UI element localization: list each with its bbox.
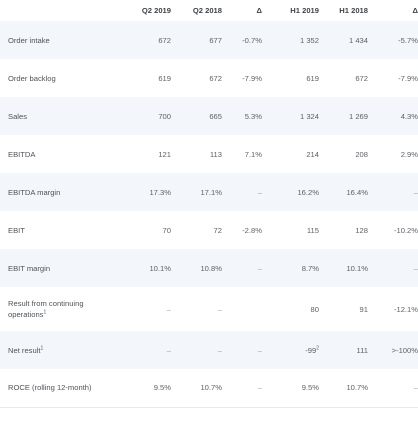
table-row: EBIT 70 72 -2.8% 115 128 -10.2% (0, 211, 418, 249)
table-row: EBITDA margin 17.3% 17.1% – 16.2% 16.4% … (0, 173, 418, 211)
q2-delta-value: – (222, 173, 262, 211)
h1-delta-value: -12.1% (393, 304, 418, 314)
h1-2019-value-text: -99 (305, 345, 317, 355)
col-header-q2-delta: Δ (256, 6, 262, 15)
h1-2018-value: 1 269 (319, 97, 368, 135)
q2-2018-value: 665 (171, 97, 222, 135)
row-label: Order intake (0, 21, 118, 59)
table-row: Net result1 – – – -992 111 >-100% (0, 331, 418, 369)
q2-2019-value: – (166, 304, 171, 314)
financial-summary-table: Q2 2019 Q2 2018 Δ H1 2019 H1 2018 Δ Orde… (0, 0, 418, 408)
q2-2018-value: 10.7% (171, 369, 222, 408)
q2-delta-value: -7.9% (242, 73, 262, 83)
row-label: Sales (0, 97, 118, 135)
h1-2018-value: 10.1% (319, 249, 368, 287)
q2-delta-value: 5.3% (222, 97, 262, 135)
h1-2019-value: 16.2% (262, 173, 319, 211)
table-row: ROCE (rolling 12-month) 9.5% 10.7% – 9.5… (0, 369, 418, 408)
h1-2018-value: 16.4% (319, 173, 368, 211)
q2-2018-value: – (171, 331, 222, 369)
row-label-text: Net result (8, 345, 41, 355)
col-header-h1-delta: Δ (412, 6, 418, 15)
row-label: EBIT (8, 225, 25, 235)
h1-2019-value: -992 (262, 331, 319, 369)
h1-delta-value: -10.2% (393, 225, 418, 235)
h1-delta-value: – (368, 249, 418, 287)
h1-2018-value: 672 (355, 73, 368, 83)
h1-delta-value: 4.3% (368, 97, 418, 135)
footnote-marker: 2 (316, 344, 319, 351)
q2-2018-value: 10.8% (171, 249, 222, 287)
q2-2018-value: 17.1% (171, 173, 222, 211)
q2-2018-value: 72 (213, 225, 222, 235)
h1-2019-value: 115 (306, 225, 319, 235)
q2-2018-value: 672 (209, 73, 222, 83)
h1-2018-value: 10.7% (319, 369, 368, 408)
q2-2019-value: 17.3% (118, 173, 171, 211)
q2-2019-value: 121 (158, 149, 171, 159)
q2-2019-value: 10.1% (118, 249, 171, 287)
header-row: Q2 2019 Q2 2018 Δ H1 2019 H1 2018 Δ (0, 0, 418, 21)
footnote-marker: 1 (40, 344, 44, 351)
q2-delta-value: 7.1% (244, 149, 262, 159)
h1-2018-value: 91 (359, 304, 368, 314)
row-label: Net result1 (0, 331, 118, 369)
h1-2019-value: 80 (310, 304, 319, 314)
h1-delta-value: – (368, 173, 418, 211)
table-row: Order intake 672 677 -0.7% 1 352 1 434 -… (0, 21, 418, 59)
h1-2018-value: 1 434 (319, 21, 368, 59)
q2-delta-value (222, 287, 262, 331)
q2-2018-value: 677 (171, 21, 222, 59)
q2-delta-value: – (222, 369, 262, 408)
q2-2019-value: – (118, 331, 171, 369)
h1-2018-value: 208 (355, 149, 368, 159)
h1-delta-value: >-100% (368, 331, 418, 369)
h1-2019-value: 1 352 (262, 21, 319, 59)
col-header-h1-2018: H1 2018 (339, 6, 368, 15)
q2-2019-value: 619 (158, 73, 171, 83)
footnote-marker: 1 (43, 309, 47, 316)
h1-delta-value: -7.9% (398, 73, 418, 83)
q2-delta-value: – (222, 331, 262, 369)
q2-2018-value: – (217, 304, 222, 314)
q2-2019-value: 70 (162, 225, 171, 235)
q2-delta-value: – (222, 249, 262, 287)
h1-2019-value: 8.7% (262, 249, 319, 287)
table-row: EBIT margin 10.1% 10.8% – 8.7% 10.1% – (0, 249, 418, 287)
row-label: Result from continuing operations1 (0, 287, 118, 331)
h1-2019-value: 1 324 (262, 97, 319, 135)
h1-2019-value: 9.5% (262, 369, 319, 408)
row-label-text: Result from continuing operations (8, 299, 84, 319)
table-row: Result from continuing operations1 – – 8… (0, 287, 418, 331)
row-label: Order backlog (8, 73, 56, 83)
h1-2018-value: 111 (319, 331, 368, 369)
col-header-q2-2019: Q2 2019 (141, 6, 171, 15)
h1-2019-value: 619 (306, 73, 319, 83)
h1-delta-value: -5.7% (368, 21, 418, 59)
q2-delta-value: -2.8% (242, 225, 262, 235)
table-row: EBITDA 121 113 7.1% 214 208 2.9% (0, 135, 418, 173)
h1-2018-value: 128 (355, 225, 368, 235)
row-label: ROCE (rolling 12-month) (0, 369, 118, 408)
q2-2019-value: 9.5% (118, 369, 171, 408)
row-label: EBITDA (8, 149, 36, 159)
q2-2018-value: 113 (209, 149, 222, 159)
h1-2019-value: 214 (306, 149, 319, 159)
h1-delta-value: 2.9% (400, 149, 418, 159)
q2-delta-value: -0.7% (222, 21, 262, 59)
h1-delta-value: – (368, 369, 418, 408)
col-header-q2-2018: Q2 2018 (192, 6, 222, 15)
row-label: EBIT margin (0, 249, 118, 287)
table-row: Sales 700 665 5.3% 1 324 1 269 4.3% (0, 97, 418, 135)
table-row: Order backlog 619 672 -7.9% 619 672 -7.9… (0, 59, 418, 97)
q2-2019-value: 672 (118, 21, 171, 59)
q2-2019-value: 700 (118, 97, 171, 135)
col-header-h1-2019: H1 2019 (290, 6, 319, 15)
header-corner (0, 0, 118, 21)
row-label: EBITDA margin (0, 173, 118, 211)
